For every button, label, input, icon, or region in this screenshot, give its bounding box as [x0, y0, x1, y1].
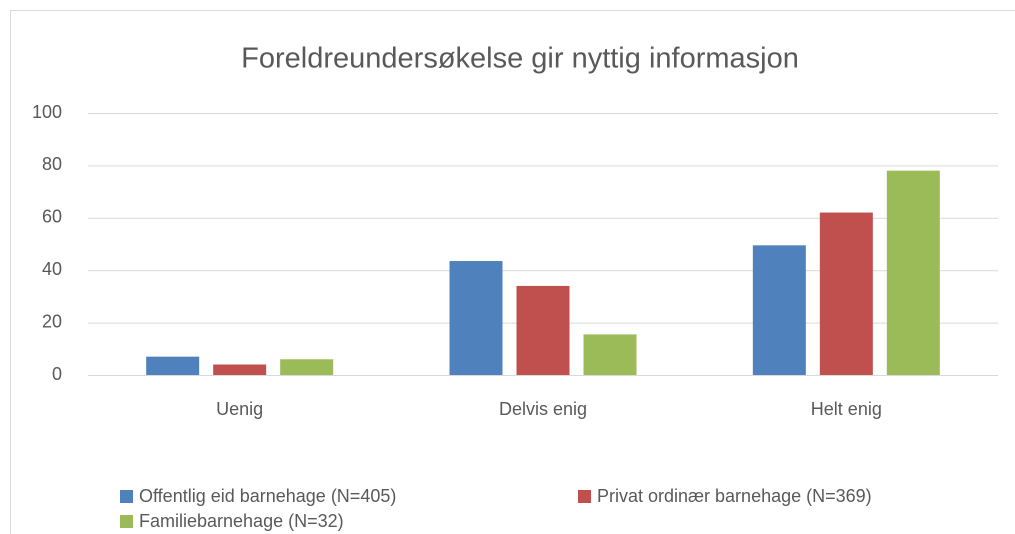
legend-swatch — [578, 490, 591, 503]
legend-label: Familiebarnehage (N=32) — [139, 511, 344, 531]
bar — [752, 245, 806, 375]
bar — [449, 261, 503, 375]
bar — [146, 356, 200, 375]
bar — [583, 334, 637, 375]
bar — [886, 170, 940, 375]
legend-label: Privat ordinær barnehage (N=369) — [597, 486, 872, 506]
x-tick-label: Delvis enig — [499, 399, 587, 419]
x-tick-label: Uenig — [216, 399, 263, 419]
y-tick-label: 40 — [42, 259, 62, 279]
chart-title: Foreldreundersøkelse gir nyttig informas… — [241, 43, 799, 75]
bar — [280, 359, 334, 375]
x-tick-label: Helt enig — [811, 399, 882, 419]
legend-swatch — [120, 515, 133, 528]
legend-label: Offentlig eid barnehage (N=405) — [139, 486, 396, 506]
y-tick-label: 0 — [52, 364, 62, 384]
y-tick-label: 20 — [42, 311, 62, 331]
bar — [213, 364, 267, 375]
y-tick-label: 60 — [42, 207, 62, 227]
bar — [819, 212, 873, 375]
y-tick-label: 80 — [42, 154, 62, 174]
bar — [516, 285, 570, 375]
y-tick-label: 100 — [32, 102, 62, 122]
legend-swatch — [120, 490, 133, 503]
